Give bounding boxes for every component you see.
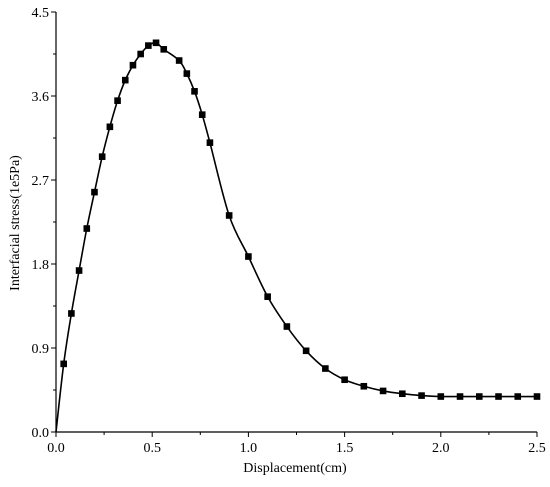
data-point xyxy=(341,376,348,384)
data-point xyxy=(283,323,291,330)
x-tick-label: 0.5 xyxy=(143,441,161,456)
data-point xyxy=(399,390,406,398)
data-point xyxy=(475,393,483,400)
data-point xyxy=(245,253,252,260)
x-tick-label: 2.0 xyxy=(432,441,450,456)
data-point xyxy=(145,42,152,49)
data-point xyxy=(175,57,183,64)
y-tick-label: 1.8 xyxy=(32,258,50,273)
x-tick-label: 0.0 xyxy=(47,441,65,456)
data-point xyxy=(198,111,206,118)
y-tick-label: 0.9 xyxy=(32,342,50,357)
data-point xyxy=(83,225,91,232)
x-axis-title: Displacement(cm) xyxy=(243,461,347,476)
series-line xyxy=(55,41,537,433)
data-point xyxy=(302,347,310,355)
data-point xyxy=(121,76,129,84)
data-point xyxy=(68,310,75,317)
data-point xyxy=(98,153,106,160)
data-point xyxy=(206,139,214,146)
data-point xyxy=(160,46,168,53)
data-point xyxy=(75,267,83,274)
y-tick-label: 2.7 xyxy=(32,174,50,189)
data-point xyxy=(360,382,368,390)
x-tick-label: 1.5 xyxy=(336,441,354,456)
y-tick-label: 0.0 xyxy=(32,426,50,441)
data-point xyxy=(60,360,67,368)
data-point xyxy=(379,387,387,395)
data-point xyxy=(91,188,98,196)
y-axis-title: Interfacial stress(1e5Pa) xyxy=(8,155,23,291)
data-point xyxy=(225,212,233,219)
data-point xyxy=(114,97,121,104)
data-point xyxy=(533,393,541,400)
data-point xyxy=(514,393,522,400)
x-tick-label: 1.0 xyxy=(240,441,258,456)
data-point xyxy=(183,70,191,77)
x-tick-label: 2.5 xyxy=(528,441,546,456)
data-point xyxy=(137,50,144,58)
ticks: 0.0 0.5 1.0 1.5 2.0 2.5 0.0 0.9 1.8 2.7 3.6 4.5 xyxy=(32,6,546,456)
data-point xyxy=(152,39,160,47)
data-point xyxy=(106,123,114,131)
data-point xyxy=(129,61,137,69)
series xyxy=(55,39,541,433)
data-point xyxy=(191,88,198,95)
data-point xyxy=(437,393,445,400)
y-tick-label: 3.6 xyxy=(32,90,50,105)
data-point xyxy=(456,393,464,400)
data-point xyxy=(418,392,425,399)
y-tick-label: 4.5 xyxy=(32,6,50,21)
data-point xyxy=(264,293,271,300)
data-point xyxy=(322,365,329,372)
data-point xyxy=(495,393,502,400)
